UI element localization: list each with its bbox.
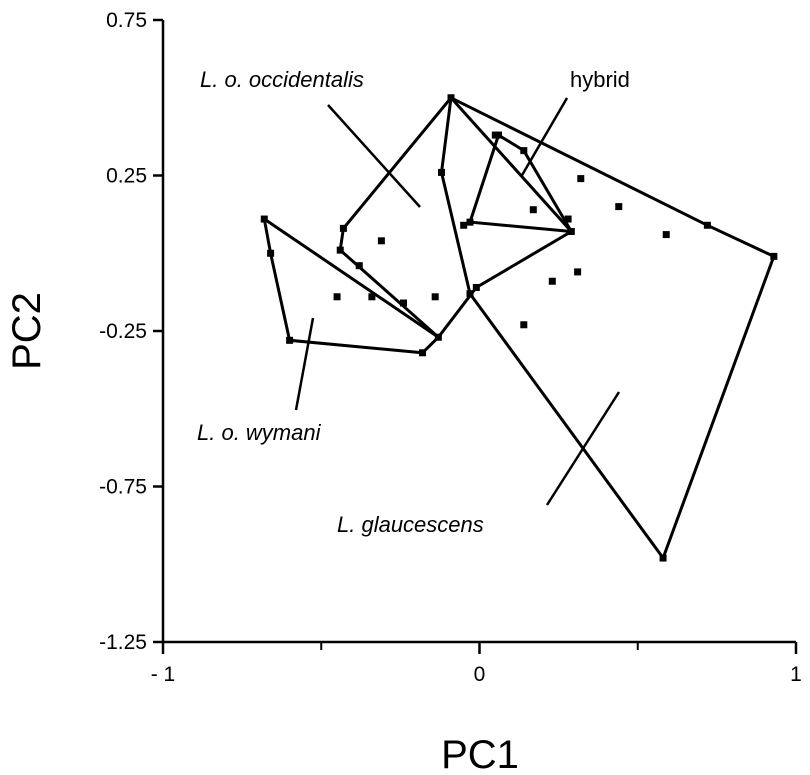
data-point	[333, 293, 341, 301]
data-point	[447, 94, 455, 102]
leader-hybrid	[519, 97, 569, 178]
data-point	[377, 237, 385, 245]
y-axis-title: PC2	[5, 292, 49, 370]
data-point	[434, 333, 442, 341]
axes: 0.75 0.25 -0.25 -0.75 -1.25 - 1 0 1	[99, 9, 802, 686]
data-point	[703, 221, 711, 229]
y-tick-label: 0.25	[106, 165, 147, 188]
data-point	[574, 268, 582, 276]
data-point	[770, 252, 778, 260]
data-point	[494, 131, 502, 139]
label-hybrid: hybrid	[570, 67, 630, 92]
x-tick-label: 1	[790, 663, 802, 686]
annotations: L. o. occidentalis hybrid L. o. wymani L…	[197, 67, 630, 537]
label-occidentalis: L. o. occidentalis	[200, 67, 364, 92]
leader-glaucescens	[545, 391, 621, 506]
leader-occidentalis	[327, 104, 421, 208]
hull-polygons	[262, 96, 776, 562]
data-point	[260, 215, 268, 223]
x-tick-label: - 1	[151, 663, 176, 686]
x-tick-label: 0	[474, 663, 486, 686]
x-axis-title: PC1	[441, 733, 519, 775]
data-point	[438, 168, 446, 176]
label-glaucescens: L. glaucescens	[337, 512, 484, 537]
hull-l-glaucescens	[439, 96, 776, 562]
data-point	[577, 175, 585, 183]
y-tick-label: -1.25	[99, 631, 147, 654]
leader-wymani	[294, 317, 315, 411]
data-point	[520, 321, 528, 329]
data-point	[400, 299, 408, 307]
data-point	[460, 221, 468, 229]
y-tick-label: -0.25	[99, 320, 147, 343]
data-point	[567, 227, 575, 235]
data-point	[520, 147, 528, 155]
data-point	[564, 215, 572, 223]
y-tick-group: 0.75 0.25 -0.25 -0.75 -1.25	[99, 9, 163, 654]
data-point	[286, 336, 294, 344]
hull-l-o-wymani	[262, 217, 441, 355]
data-points	[260, 94, 778, 562]
data-point	[615, 203, 623, 211]
data-point	[431, 293, 439, 301]
data-point	[466, 218, 474, 226]
y-tick-label: 0.75	[106, 9, 147, 32]
data-point	[466, 290, 474, 298]
hull-l-o-occidentalis	[338, 96, 574, 340]
data-point	[419, 349, 427, 357]
data-point	[267, 249, 275, 257]
annotation-leaders	[294, 97, 621, 506]
data-point	[548, 277, 556, 285]
data-point	[472, 283, 480, 291]
data-point	[355, 262, 363, 270]
data-point	[336, 246, 344, 254]
y-tick-label: -0.75	[99, 476, 147, 499]
label-wymani: L. o. wymani	[197, 420, 322, 445]
data-point	[339, 224, 347, 232]
data-point	[368, 293, 376, 301]
data-point	[529, 206, 537, 214]
x-tick-group: - 1 0 1	[151, 642, 802, 686]
data-point	[662, 231, 670, 239]
data-point	[659, 554, 667, 562]
